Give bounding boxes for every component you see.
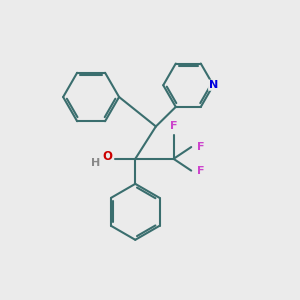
Text: N: N: [209, 80, 218, 90]
Text: O: O: [102, 150, 112, 163]
Text: H: H: [91, 158, 100, 168]
Text: F: F: [170, 121, 177, 131]
Text: F: F: [197, 166, 205, 176]
Text: F: F: [197, 142, 205, 152]
